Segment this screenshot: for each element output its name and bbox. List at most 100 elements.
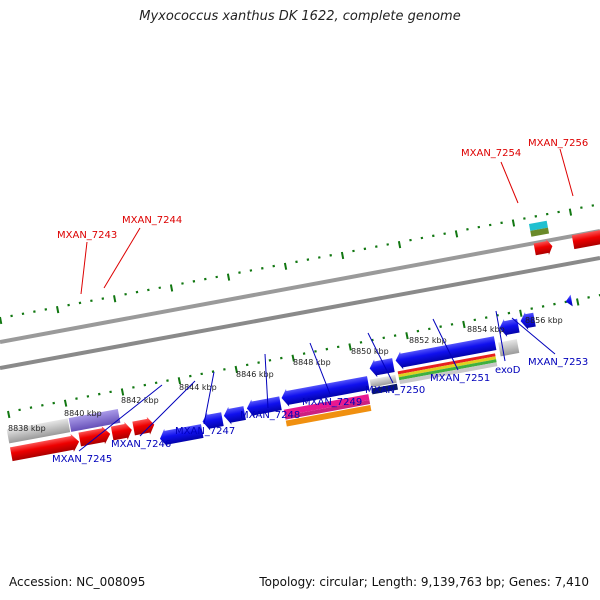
feature-yellow-line[interactable] bbox=[398, 356, 497, 378]
scale-ticks bbox=[0, 204, 600, 419]
feature-navy[interactable] bbox=[371, 383, 398, 395]
reverse-strand-genes bbox=[158, 294, 573, 448]
major-tick bbox=[291, 354, 295, 362]
major-tick bbox=[462, 320, 466, 329]
minor-tick bbox=[496, 314, 499, 317]
leader-line bbox=[559, 148, 574, 197]
forward-gene-cyan[interactable] bbox=[528, 220, 548, 231]
scale-label: 8846 kbp bbox=[236, 370, 274, 379]
leader-line bbox=[309, 342, 331, 395]
genome-summary-text: Topology: circular; Length: 9,139,763 bp… bbox=[259, 575, 589, 589]
leader-line bbox=[80, 241, 88, 295]
major-tick bbox=[234, 365, 238, 374]
major-tick bbox=[63, 399, 68, 407]
forward-gene-red-2[interactable] bbox=[78, 425, 112, 448]
major-tick bbox=[56, 306, 60, 314]
major-tick bbox=[283, 262, 288, 270]
gene-label-MXAN_7250[interactable]: MXAN_7250 bbox=[365, 385, 425, 396]
reverse-gene-8[interactable] bbox=[498, 317, 520, 338]
reverse-gene-2[interactable] bbox=[201, 410, 224, 431]
forward-gene-olive[interactable] bbox=[530, 227, 550, 237]
scale-label: 8852 kbp bbox=[409, 336, 447, 345]
gene-label-MXAN_7245[interactable]: MXAN_7245 bbox=[52, 454, 112, 465]
major-tick bbox=[397, 241, 402, 249]
reverse-gene-1[interactable] bbox=[158, 422, 204, 448]
reverse-gene-7[interactable] bbox=[394, 334, 497, 370]
minor-tick bbox=[41, 404, 44, 407]
leader-line bbox=[432, 318, 459, 371]
gene-label-MXAN_7253[interactable]: MXAN_7253 bbox=[528, 357, 588, 368]
backbone-outer-line bbox=[0, 229, 600, 344]
scale-label: 8844 kbp bbox=[179, 383, 217, 392]
genome-backbone bbox=[0, 229, 600, 370]
major-tick bbox=[576, 298, 580, 306]
major-tick bbox=[169, 284, 174, 292]
gene-label-MXAN_7243[interactable]: MXAN_7243 bbox=[57, 230, 117, 241]
forward-gene-red-1[interactable] bbox=[9, 433, 81, 463]
leader-line bbox=[500, 161, 519, 204]
feature-pink[interactable] bbox=[283, 394, 370, 416]
feature-red-line[interactable] bbox=[397, 353, 496, 375]
minor-tick bbox=[211, 370, 215, 373]
leader-line bbox=[139, 380, 196, 437]
minor-tick bbox=[97, 392, 101, 396]
gene-label-MXAN_7244[interactable]: MXAN_7244 bbox=[122, 215, 182, 226]
reverse-gene-10[interactable] bbox=[565, 294, 573, 308]
reverse-gene-3[interactable] bbox=[222, 404, 246, 426]
forward-strand-genes bbox=[6, 220, 600, 463]
minor-tick bbox=[466, 227, 469, 231]
gene-label-MXAN_7247[interactable]: MXAN_7247 bbox=[175, 426, 235, 437]
major-tick bbox=[348, 343, 352, 351]
gene-label-MXAN_7251[interactable]: MXAN_7251 bbox=[430, 373, 490, 384]
scale-label: 8848 kbp bbox=[293, 358, 331, 367]
gene-label-MXAN_7256[interactable]: MXAN_7256 bbox=[528, 138, 588, 149]
minor-tick bbox=[147, 288, 150, 292]
major-tick bbox=[340, 251, 345, 260]
major-tick bbox=[120, 388, 125, 396]
accession-text: Accession: NC_008095 bbox=[9, 575, 146, 589]
minor-tick bbox=[553, 302, 556, 306]
leader-line bbox=[203, 371, 215, 425]
reverse-gene-4[interactable] bbox=[245, 394, 282, 418]
scale-label: 8842 kbp bbox=[121, 396, 159, 405]
backbone-inner-line bbox=[0, 256, 600, 370]
forward-gene-grey[interactable] bbox=[6, 418, 71, 444]
gene-label-MXAN_7249[interactable]: MXAN_7249 bbox=[302, 397, 362, 408]
scale-labels: 8838 kbp 8840 kbp 8842 kbp 8844 kbp 8846… bbox=[8, 316, 563, 433]
leader-line bbox=[367, 332, 394, 384]
minor-tick bbox=[268, 359, 272, 362]
gene-label-exoD[interactable]: exoD bbox=[495, 365, 521, 376]
feature-grey-a[interactable] bbox=[369, 374, 397, 388]
forward-gene-labels: MXAN_7243 MXAN_7244 MXAN_7254 MXAN_7256 bbox=[57, 138, 588, 295]
major-tick bbox=[454, 230, 459, 238]
scale-label: 8850 kbp bbox=[351, 347, 389, 356]
forward-gene-red-6[interactable] bbox=[571, 227, 600, 251]
major-tick bbox=[7, 410, 11, 419]
major-tick bbox=[226, 273, 231, 281]
leader-line bbox=[495, 310, 506, 362]
gene-label-MXAN_7254[interactable]: MXAN_7254 bbox=[461, 148, 521, 159]
major-tick bbox=[405, 332, 409, 340]
reverse-gene-5[interactable] bbox=[280, 374, 370, 408]
minor-tick bbox=[154, 381, 158, 385]
feature-orange[interactable] bbox=[285, 404, 372, 427]
scale-label: 8838 kbp bbox=[8, 424, 46, 433]
feature-grey-line[interactable] bbox=[399, 362, 498, 385]
gene-label-MXAN_7246[interactable]: MXAN_7246 bbox=[111, 439, 171, 450]
map-title: Myxococcus xanthus DK 1622, complete gen… bbox=[139, 9, 461, 24]
forward-gene-purple[interactable] bbox=[68, 409, 121, 432]
forward-gene-red-5[interactable] bbox=[533, 238, 554, 257]
feature-green-line[interactable] bbox=[398, 359, 497, 381]
forward-gene-red-4[interactable] bbox=[132, 416, 156, 438]
gene-label-MXAN_7248[interactable]: MXAN_7248 bbox=[240, 410, 300, 421]
major-tick bbox=[519, 309, 523, 317]
major-tick bbox=[177, 377, 182, 385]
reverse-gene-6[interactable] bbox=[368, 356, 395, 378]
feature-magenta[interactable] bbox=[284, 400, 371, 420]
forward-gene-red-3[interactable] bbox=[110, 421, 134, 442]
reverse-gene-9[interactable] bbox=[519, 311, 536, 331]
reverse-gene-labels: MXAN_7245 MXAN_7246 MXAN_7247 MXAN_7248 … bbox=[52, 310, 588, 465]
scale-label: 8840 kbp bbox=[64, 409, 102, 418]
